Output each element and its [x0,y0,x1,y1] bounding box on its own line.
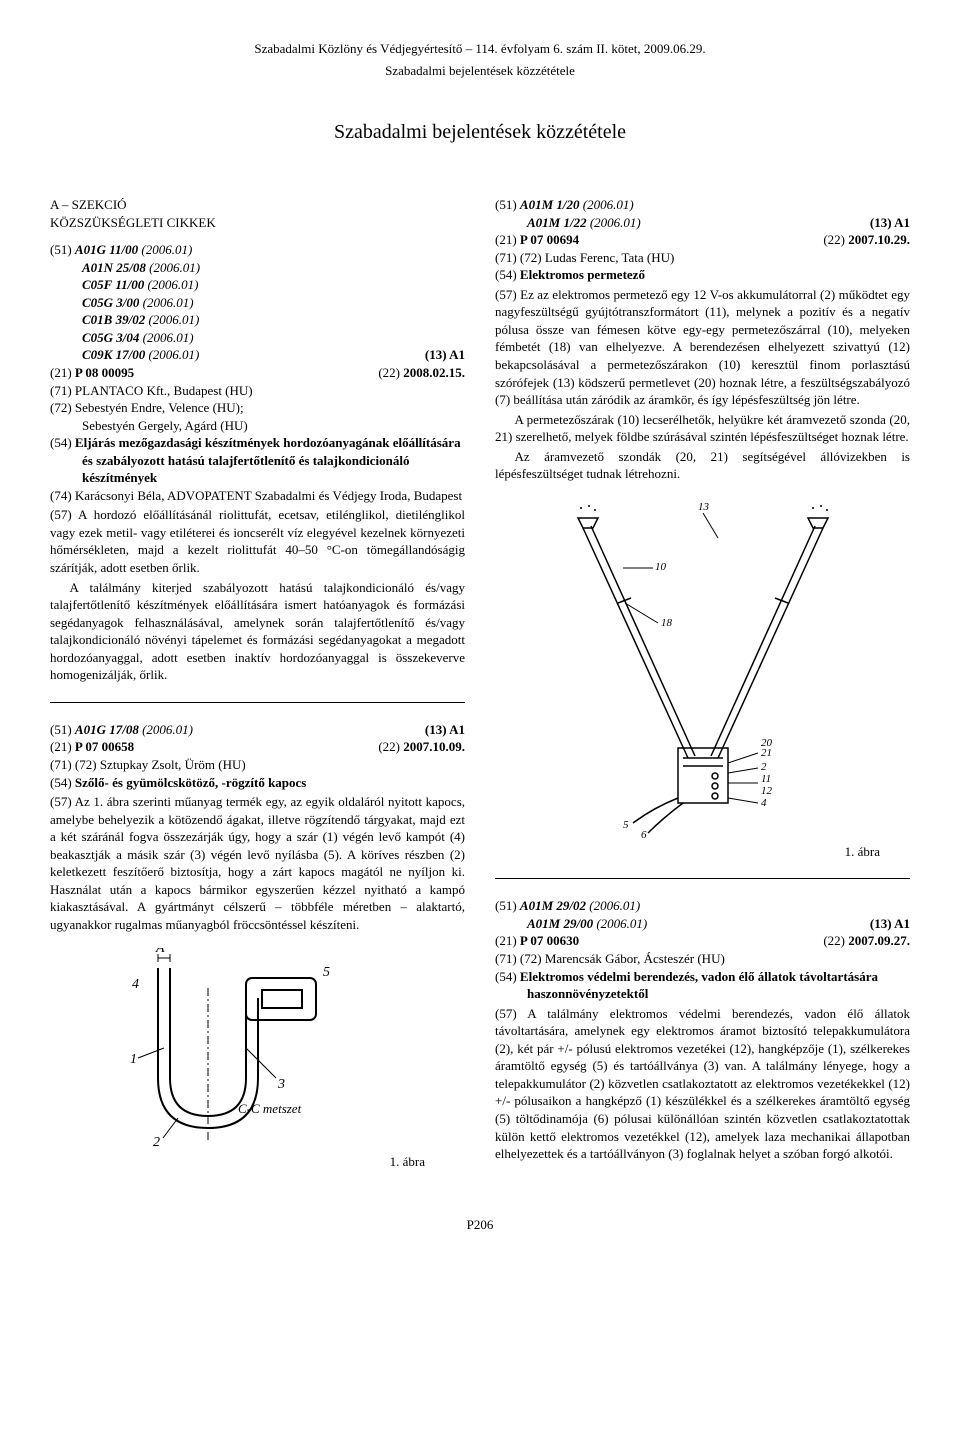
header-section: Szabadalmi bejelentések közzététele [50,62,910,80]
title-line: (54) Elektromos permetező [495,266,910,284]
applicant-line: (71) (72) Ludas Ferenc, Tata (HU) [495,249,910,267]
title-line: (54) Szőlő- és gyümölcskötöző, -rögzítő … [50,774,465,792]
ipc-line: C05F 11/00 (2006.01) [50,276,465,294]
applicant-line: (71) (72) Marencsák Gábor, Ácsteszér (HU… [495,950,910,968]
svg-text:2: 2 [153,1135,160,1148]
svg-text:10: 10 [655,561,667,573]
sprayer-figure-svg: 13 10 18 20 21 2 11 12 4 5 6 [563,498,843,838]
title-line: (54) Elektromos védelmi berendezés, vado… [495,968,910,1003]
abstract: (57) Az 1. ábra szerinti műanyag termék … [50,793,465,933]
ipc-line: (51) A01G 17/08 (2006.01)(13) A1 [50,721,465,739]
ipc-line: (51) A01M 1/20 (2006.01) [495,196,910,214]
inventor-line: Sebestyén Gergely, Agárd (HU) [50,417,465,435]
abstract: (57) A találmány elektromos védelmi bere… [495,1005,910,1163]
patent-entry-4: (51) A01M 29/02 (2006.01) A01M 29/00 (20… [495,897,910,1162]
svg-text:11: 11 [761,773,771,785]
section-header: A – SZEKCIÓ KÖZSZÜKSÉGLETI CIKKEK [50,196,465,231]
ipc-line: A01N 25/08 (2006.01) [50,259,465,277]
ipc-line: C05G 3/00 (2006.01) [50,294,465,312]
abstract: Az áramvezető szondák (20, 21) segítségé… [495,448,910,483]
left-column: A – SZEKCIÓ KÖZSZÜKSÉGLETI CIKKEK (51) A… [50,196,465,1186]
header-journal: Szabadalmi Közlöny és Védjegyértesítő – … [50,40,910,58]
svg-text:A: A [155,948,165,956]
figure-caption: 1. ábra [50,1153,465,1171]
section-code: A – SZEKCIÓ [50,196,465,214]
clip-figure-svg: A 1 2 3 4 5 C-C metszet [108,948,408,1148]
patent-entry-2: (51) A01G 17/08 (2006.01)(13) A1 (21) P … [50,721,465,934]
abstract: A találmány kiterjed szabályozott hatású… [50,579,465,684]
page-number: P206 [50,1216,910,1234]
ipc-line: (51) A01M 29/02 (2006.01) [495,897,910,915]
inventor-line: (72) Sebestyén Endre, Velence (HU); [50,399,465,417]
svg-text:18: 18 [661,617,673,629]
svg-text:C-C metszet: C-C metszet [238,1101,302,1116]
ipc-line: C05G 3/04 (2006.01) [50,329,465,347]
svg-text:3: 3 [277,1077,285,1092]
figure-caption: 1. ábra [495,843,910,861]
figure-2: 13 10 18 20 21 2 11 12 4 5 6 1. ábra [495,498,910,861]
ipc-line: C01B 39/02 (2006.01) [50,311,465,329]
separator [50,702,465,703]
ipc-line: A01M 1/22 (2006.01)(13) A1 [495,214,910,232]
svg-text:1: 1 [130,1052,137,1067]
content-columns: A – SZEKCIÓ KÖZSZÜKSÉGLETI CIKKEK (51) A… [50,196,910,1186]
patent-entry-1: (51) A01G 11/00 (2006.01) A01N 25/08 (20… [50,241,465,684]
right-column: (51) A01M 1/20 (2006.01) A01M 1/22 (2006… [495,196,910,1186]
svg-text:4: 4 [132,977,139,992]
separator [495,878,910,879]
section-name: KÖZSZÜKSÉGLETI CIKKEK [50,214,465,232]
abstract: A permetezőszárak (10) lecserélhetők, he… [495,411,910,446]
appnum-line: (21) P 07 00694(22) 2007.10.29. [495,231,910,249]
svg-text:5: 5 [323,965,330,980]
appnum-line: (21) P 07 00630(22) 2007.09.27. [495,932,910,950]
applicant-line: (71) PLANTACO Kft., Budapest (HU) [50,382,465,400]
applicant-line: (71) (72) Sztupkay Zsolt, Üröm (HU) [50,756,465,774]
ipc-line: A01M 29/00 (2006.01)(13) A1 [495,915,910,933]
patent-entry-3: (51) A01M 1/20 (2006.01) A01M 1/22 (2006… [495,196,910,483]
svg-text:21: 21 [761,747,772,759]
appnum-line: (21) P 07 00658(22) 2007.10.09. [50,738,465,756]
abstract: (57) Ez az elektromos permetező egy 12 V… [495,286,910,409]
page-header: Szabadalmi Közlöny és Védjegyértesítő – … [50,40,910,79]
svg-text:5: 5 [623,819,629,831]
svg-text:4: 4 [761,797,767,809]
abstract: (57) A hordozó előállításánál riolittufá… [50,506,465,576]
agent-line: (74) Karácsonyi Béla, ADVOPATENT Szabada… [50,487,465,505]
ipc-line: C09K 17/00 (2006.01)(13) A1 [50,346,465,364]
ipc-line: (51) A01G 11/00 (2006.01) [50,241,465,259]
svg-text:2: 2 [761,761,767,773]
appnum-line: (21) P 08 00095(22) 2008.02.15. [50,364,465,382]
main-title: Szabadalmi bejelentések közzététele [50,119,910,146]
figure-1: A 1 2 3 4 5 C-C metszet 1. ábra [50,948,465,1171]
svg-text:6: 6 [641,829,647,838]
svg-text:12: 12 [761,785,773,797]
title-line: (54) Eljárás mezőgazdasági készítmények … [50,434,465,487]
svg-text:13: 13 [698,501,710,513]
